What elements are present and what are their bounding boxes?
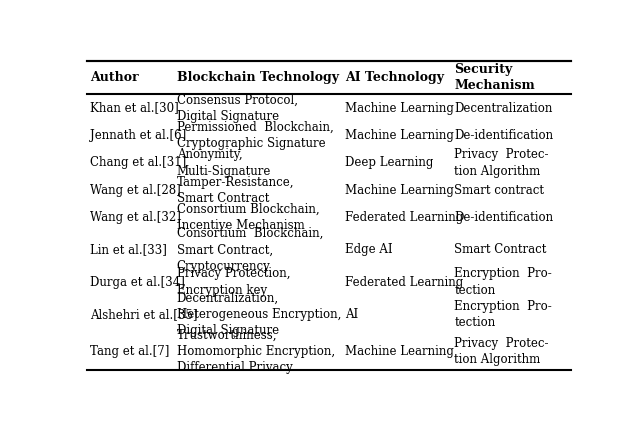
Text: AI Technology: AI Technology — [346, 71, 444, 84]
Text: Lin et al.[33]: Lin et al.[33] — [90, 243, 167, 256]
Text: Privacy Protection,
Encryption key: Privacy Protection, Encryption key — [177, 267, 290, 297]
Text: Smart contract: Smart contract — [454, 184, 545, 197]
Text: Tamper-Resistance,
Smart Contract: Tamper-Resistance, Smart Contract — [177, 176, 294, 205]
Text: AI: AI — [346, 308, 358, 321]
Text: Machine Learning: Machine Learning — [346, 345, 454, 358]
Text: Federated Learning: Federated Learning — [346, 276, 463, 288]
Text: Federated Learning: Federated Learning — [346, 211, 463, 224]
Text: Durga et al.[34]: Durga et al.[34] — [90, 276, 185, 288]
Text: Deep Learning: Deep Learning — [346, 157, 434, 169]
Text: Khan et al.[30]: Khan et al.[30] — [90, 102, 179, 115]
Text: Wang et al.[28]: Wang et al.[28] — [90, 184, 180, 197]
Text: Consortium  Blockchain,
Smart Contract,
Cryptocurrency: Consortium Blockchain, Smart Contract, C… — [177, 227, 323, 273]
Text: Trustworthiness,
Homomorphic Encryption,
Differential Privacy: Trustworthiness, Homomorphic Encryption,… — [177, 328, 335, 374]
Text: Privacy  Protec-
tion Algorithm: Privacy Protec- tion Algorithm — [454, 148, 549, 178]
Text: De-identification: De-identification — [454, 211, 554, 224]
Text: Privacy  Protec-
tion Algorithm: Privacy Protec- tion Algorithm — [454, 337, 549, 366]
Text: Machine Learning: Machine Learning — [346, 102, 454, 115]
Text: Consensus Protocol,
Digital Signature: Consensus Protocol, Digital Signature — [177, 93, 298, 123]
Text: Machine Learning: Machine Learning — [346, 129, 454, 142]
Text: Permissioned  Blockchain,
Cryptographic Signature: Permissioned Blockchain, Cryptographic S… — [177, 121, 333, 150]
Text: De-identification: De-identification — [454, 129, 554, 142]
Text: Anonymity,
Multi-Signature: Anonymity, Multi-Signature — [177, 148, 271, 178]
Text: Edge AI: Edge AI — [346, 243, 393, 256]
Text: Author: Author — [90, 71, 138, 84]
Text: Security
Mechanism: Security Mechanism — [454, 63, 535, 92]
Text: Jennath et al.[6]: Jennath et al.[6] — [90, 129, 186, 142]
Text: Chang et al.[31]: Chang et al.[31] — [90, 157, 186, 169]
Text: Consortium Blockchain,
Incentive Mechanism: Consortium Blockchain, Incentive Mechani… — [177, 203, 319, 232]
Text: Encryption  Pro-
tection: Encryption Pro- tection — [454, 267, 552, 297]
Text: Blockchain Technology: Blockchain Technology — [177, 71, 339, 84]
Text: Smart Contract: Smart Contract — [454, 243, 547, 256]
Text: Encryption  Pro-
tection: Encryption Pro- tection — [454, 299, 552, 329]
Text: Alshehri et al.[35]: Alshehri et al.[35] — [90, 308, 197, 321]
Text: Decentralization,
Heterogeneous Encryption,
Digital Signature: Decentralization, Heterogeneous Encrypti… — [177, 291, 341, 338]
Text: Tang et al.[7]: Tang et al.[7] — [90, 345, 170, 358]
Text: Machine Learning: Machine Learning — [346, 184, 454, 197]
Text: Decentralization: Decentralization — [454, 102, 553, 115]
Text: Wang et al.[32]: Wang et al.[32] — [90, 211, 180, 224]
